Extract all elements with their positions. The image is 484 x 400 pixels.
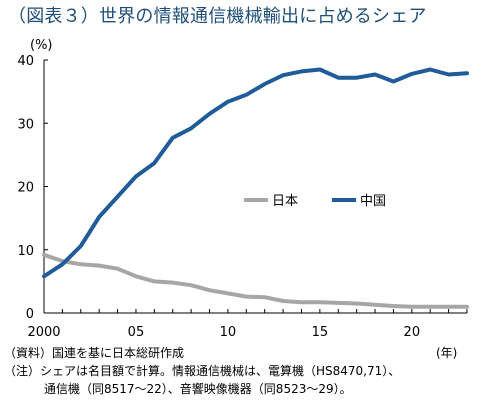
y-tick-label: 40: [17, 54, 34, 69]
y-axis-unit: (%): [30, 38, 53, 53]
y-tick-label: 0: [26, 307, 34, 322]
y-tick-label: 20: [17, 181, 34, 196]
chart-title: （図表３）世界の情報通信機械輸出に占めるシェア: [8, 6, 427, 27]
notes: （資料）国連を基に日本総研作成 （注）シェアは名目額で計算。情報通信機械は、電算…: [4, 344, 480, 398]
legend-label: 中国: [360, 194, 386, 209]
note-line-1: （注）シェアは名目額で計算。情報通信機械は、電算機（HS8470,71）、: [4, 364, 401, 378]
axes: (%) 0 10 20 30 40 2000 05 10 15 20: [17, 38, 468, 340]
y-tick-label: 10: [17, 244, 34, 259]
x-tick-label: 10: [220, 325, 237, 340]
x-tick-label: 20: [404, 325, 421, 340]
x-axis-unit: (年): [436, 346, 458, 360]
x-tick-label: 2000: [27, 325, 60, 340]
x-tick-label: 05: [128, 325, 145, 340]
line-chart: (%) 0 10 20 30 40 2000 05 10 15 20 日本 中国: [17, 38, 469, 340]
source-note: （資料）国連を基に日本総研作成: [4, 346, 185, 360]
series-line-china: [42, 67, 469, 279]
legend-label: 日本: [272, 194, 298, 209]
x-tick-label: 15: [312, 325, 329, 340]
series-line-japan: [42, 252, 469, 309]
legend: 日本 中国: [244, 194, 386, 209]
note-line-2: 通信機（同8517～22）、音響映像機器（同8523～29）。: [44, 382, 352, 396]
series-layer: [42, 67, 469, 309]
y-tick-label: 30: [17, 117, 34, 132]
